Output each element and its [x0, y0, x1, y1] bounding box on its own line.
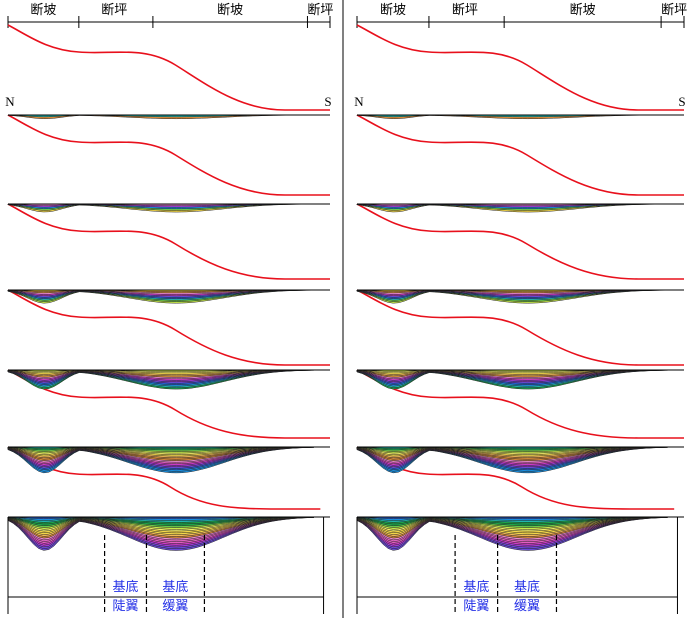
stage-basin	[356, 516, 684, 551]
header-segment-label: 断坪	[661, 2, 687, 17]
steep-wing-label: 基底	[463, 579, 489, 595]
fault-curves	[356, 24, 684, 510]
fault-curve	[356, 203, 684, 280]
header-segment-label: 断坡	[30, 2, 56, 17]
stage-basin	[356, 446, 684, 474]
south-label: S	[324, 94, 331, 109]
stage-basin	[356, 203, 684, 213]
steep-wing-label: 陡翼	[113, 599, 139, 614]
south-label: S	[678, 94, 685, 109]
stage-basin	[7, 369, 330, 390]
north-label: N	[5, 94, 15, 109]
header-segment-label: 断坡	[570, 2, 596, 17]
north-label: N	[354, 94, 364, 109]
fault-curve	[7, 203, 330, 280]
header-segment-label: 断坪	[307, 2, 333, 17]
fault-curve	[7, 24, 330, 111]
stage-basin	[7, 516, 330, 551]
fault-curve	[7, 114, 330, 196]
gentle-wing-label: 缓翼	[162, 599, 188, 614]
fault-curve	[356, 114, 684, 196]
fault-curve	[356, 369, 684, 439]
fault-curves	[7, 24, 330, 510]
header-segment-label: 断坪	[452, 2, 478, 17]
fault-curve	[7, 369, 330, 439]
gentle-wing-label: 缓翼	[514, 599, 540, 614]
stage-basin	[356, 114, 684, 120]
header-bar: 断坡 断坪 断坡 断坪	[356, 2, 687, 28]
header-segment-label: 断坡	[217, 2, 243, 17]
header-segment-label: 断坪	[101, 2, 127, 17]
header-segment-label: 断坡	[380, 2, 406, 17]
header-bar: 断坡 断坪 断坡 断坪	[7, 2, 333, 28]
fault-curve	[356, 24, 684, 111]
gentle-wing-label: 基底	[162, 579, 188, 595]
steep-wing-label: 陡翼	[463, 599, 489, 614]
stage-basin	[7, 446, 330, 474]
steep-wing-label: 基底	[113, 579, 139, 595]
stage-basin	[7, 203, 330, 213]
fault-curve	[356, 289, 684, 366]
stage-basin	[356, 369, 684, 390]
stage-basin	[7, 114, 330, 120]
gentle-wing-label: 基底	[514, 579, 540, 595]
fault-curve	[7, 289, 330, 366]
stage-basin	[7, 289, 330, 304]
stage-basin	[356, 289, 684, 304]
